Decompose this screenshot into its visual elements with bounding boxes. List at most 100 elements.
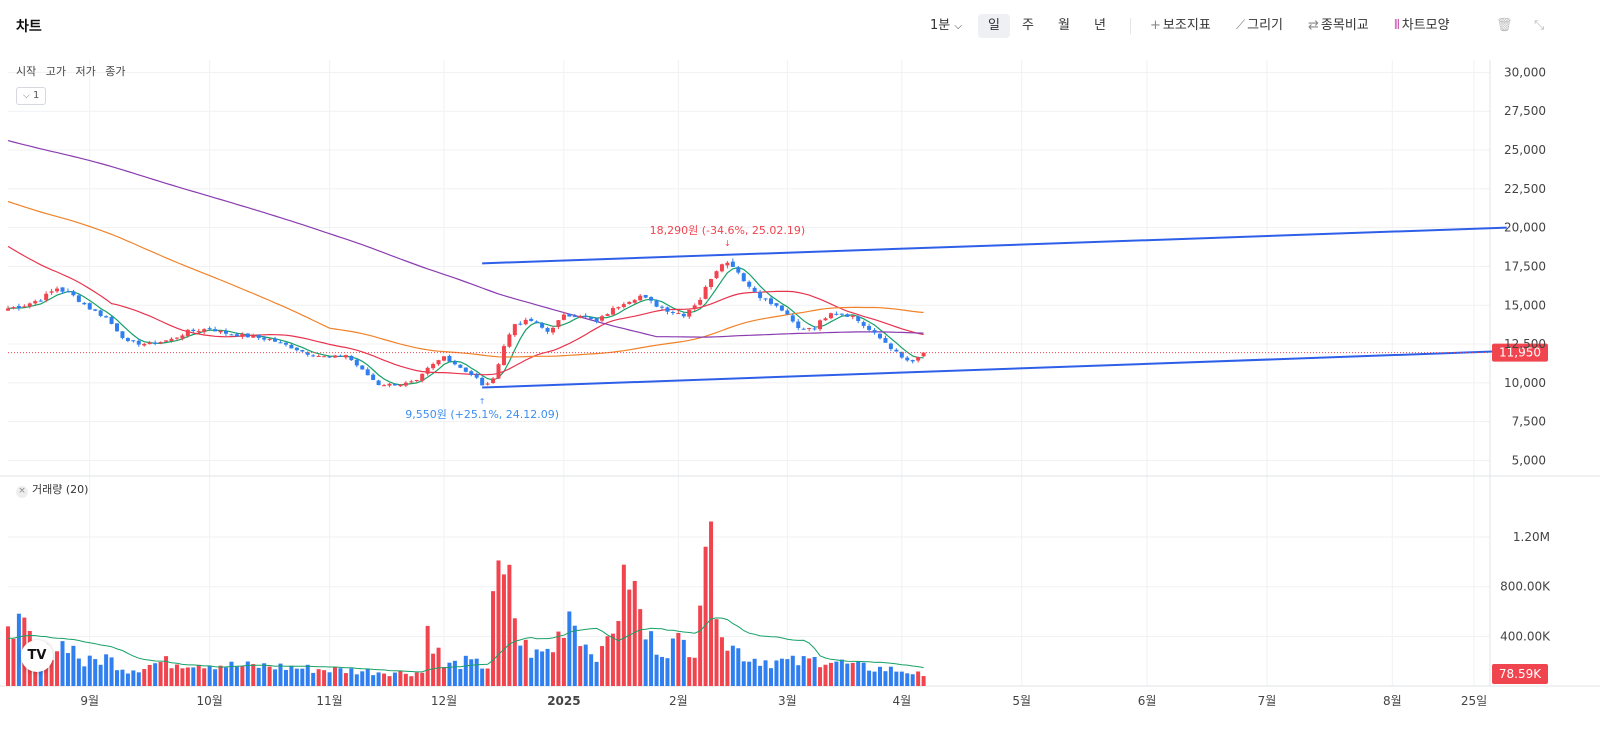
candle-body	[224, 330, 228, 334]
volume-bar	[136, 672, 141, 686]
trendline	[482, 226, 1507, 265]
candle-body	[556, 320, 561, 327]
volume-bar	[327, 672, 332, 686]
volume-bar	[322, 670, 327, 686]
candle-body	[496, 364, 501, 379]
high-marker: ↓	[724, 239, 731, 248]
candle-body	[38, 300, 43, 302]
volume-bar	[561, 637, 566, 686]
volume-bar	[245, 661, 250, 686]
candle-body	[605, 314, 610, 316]
expand-icon[interactable]: ⤡	[1534, 18, 1545, 33]
volume-bar	[534, 649, 539, 686]
volume-bar	[670, 638, 675, 686]
candle-body	[289, 344, 294, 349]
volume-bar	[104, 654, 109, 686]
candle-body	[894, 349, 899, 352]
last-price-badge	[1492, 343, 1548, 362]
volume-bar	[605, 636, 610, 686]
volume-bar	[512, 618, 517, 686]
volume-bar	[774, 660, 779, 686]
candle-body	[169, 338, 174, 342]
tab-month[interactable]: 월	[1058, 14, 1070, 38]
volume-bar	[262, 663, 267, 686]
candle-body	[801, 328, 806, 330]
compare-button[interactable]: ⇄ 종목비교	[1308, 14, 1369, 38]
close-icon[interactable]: ×	[16, 486, 28, 498]
volume-bar	[807, 658, 812, 686]
indicator-button[interactable]: + 보조지표	[1150, 14, 1211, 38]
volume-bar	[207, 665, 212, 686]
volume-bar	[6, 626, 10, 686]
candle-body	[540, 323, 545, 328]
candle-body	[360, 365, 365, 370]
price-tick-label: 27,500	[1504, 104, 1546, 118]
candle-body	[202, 329, 207, 333]
volume-bar	[82, 666, 87, 686]
volume-bar	[856, 661, 861, 686]
volume-bar	[224, 667, 228, 686]
volume-bar	[251, 664, 256, 686]
ma-line-ma20	[7, 245, 924, 376]
candle-body	[501, 346, 506, 366]
legend-high: 고가	[45, 65, 66, 78]
volume-bar	[790, 655, 795, 686]
tab-year[interactable]: 년	[1094, 14, 1106, 38]
volume-bar	[594, 661, 599, 686]
volume-bar	[763, 660, 768, 686]
volume-bar	[425, 625, 430, 686]
candle-body	[665, 307, 670, 312]
volume-bar	[687, 657, 692, 686]
candle-body	[910, 360, 915, 362]
ma-line-ma120	[7, 140, 924, 338]
volume-bar	[213, 669, 218, 686]
ma-selector[interactable]: ⌵ 1	[16, 87, 47, 105]
volume-bar	[730, 645, 735, 686]
volume-bar	[545, 648, 550, 686]
candle-body	[921, 352, 926, 357]
volume-bar	[491, 591, 496, 686]
volume-bar	[627, 589, 632, 686]
candle-body	[660, 306, 664, 308]
candle-body	[213, 329, 218, 332]
candle-body	[561, 314, 566, 320]
candle-body	[714, 271, 719, 279]
volume-bar	[692, 657, 697, 686]
volume-bar	[888, 666, 893, 686]
volume-bar	[485, 668, 490, 686]
candle-body	[142, 343, 147, 346]
volume-bar	[540, 651, 545, 686]
volume-bar	[360, 671, 365, 686]
volume-bar	[87, 655, 92, 686]
candle-body	[33, 301, 38, 304]
candle-body	[534, 321, 539, 323]
volume-bar	[643, 639, 648, 686]
candle-body	[834, 313, 839, 315]
volume-bar	[818, 667, 823, 686]
candle-body	[409, 381, 414, 383]
time-tick-label: 12월	[431, 694, 457, 708]
tab-day[interactable]: 일	[978, 14, 1010, 38]
trash-icon[interactable]: 🗑	[1496, 18, 1513, 33]
candle-body	[185, 329, 190, 337]
volume-bar	[115, 670, 119, 686]
time-tick-label: 9월	[80, 694, 99, 708]
tab-month-label: 월	[1058, 18, 1070, 33]
candle-body	[191, 329, 196, 332]
time-tick-label: 11월	[316, 694, 342, 708]
candle-body	[676, 313, 681, 315]
volume-bar	[600, 646, 605, 686]
volume-bar	[442, 666, 446, 686]
volume-bar	[796, 665, 801, 686]
volume-bar	[452, 660, 457, 686]
volume-bar	[758, 665, 763, 686]
chart-style-button[interactable]: ⦀ 차트모양	[1394, 14, 1450, 38]
candle-body	[594, 318, 599, 322]
candle-body	[491, 378, 496, 384]
volume-bar	[273, 669, 278, 686]
drawing-button[interactable]: ⟋ 그리기	[1236, 14, 1283, 38]
candle-body	[431, 363, 436, 369]
tab-week[interactable]: 주	[1022, 14, 1034, 38]
interval-dropdown[interactable]: 1분 ⌵	[930, 14, 962, 38]
